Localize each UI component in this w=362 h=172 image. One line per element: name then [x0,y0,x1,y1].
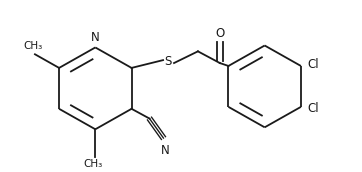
Text: O: O [215,27,224,40]
Text: Cl: Cl [307,102,319,115]
Text: Cl: Cl [307,57,319,71]
Text: N: N [91,31,100,44]
Text: N: N [161,144,170,157]
Text: S: S [164,55,172,68]
Text: CH₃: CH₃ [23,41,43,51]
Text: CH₃: CH₃ [84,159,103,169]
